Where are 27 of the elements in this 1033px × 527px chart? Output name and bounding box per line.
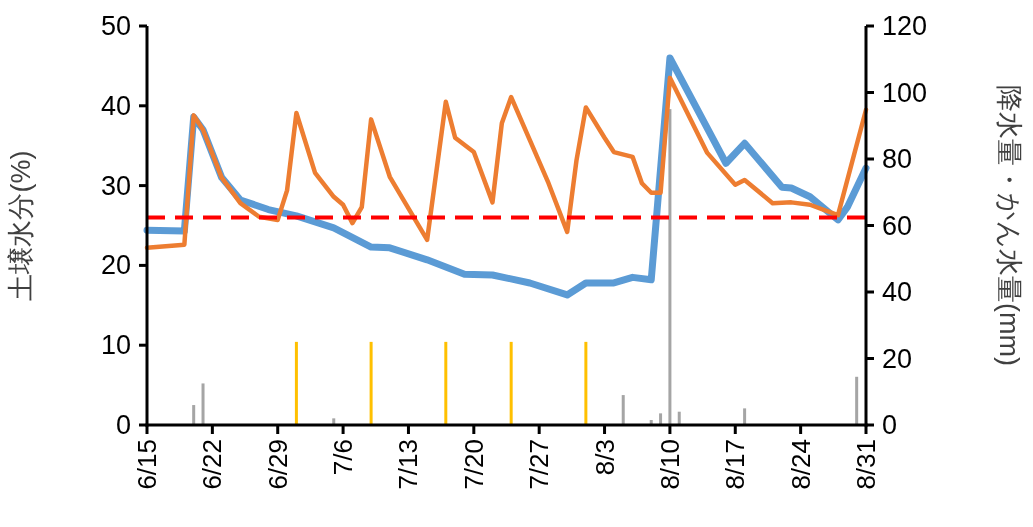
y2-tick-label: 80 <box>882 144 913 174</box>
x-tick-label: 7/13 <box>393 439 424 490</box>
y-tick-label: 0 <box>115 410 131 440</box>
y-tick-label: 40 <box>100 90 131 121</box>
x-tick-label: 6/22 <box>197 439 228 490</box>
x-tick-label: 7/27 <box>524 439 555 490</box>
x-tick-label: 7/20 <box>458 439 489 490</box>
y2-tick-label: 20 <box>882 343 913 374</box>
y2-tick-label: 0 <box>882 410 898 440</box>
y2-tick-label: 60 <box>882 210 913 241</box>
y-tick-label: 10 <box>100 330 131 361</box>
y2-axis-title: 降水量・かん水量(mm) <box>994 85 1024 366</box>
y-tick-label: 30 <box>100 170 131 201</box>
y-tick-label: 50 <box>100 11 131 41</box>
x-tick-label: 8/10 <box>654 439 685 490</box>
x-tick-label: 6/15 <box>132 439 162 490</box>
y2-tick-label: 100 <box>882 77 928 108</box>
x-tick-label: 6/29 <box>262 439 293 490</box>
y-axis-title: 土壌水分(%) <box>6 150 36 301</box>
y2-tick-label: 40 <box>882 277 913 307</box>
x-tick-label: 8/24 <box>785 439 816 490</box>
x-tick-label: 7/6 <box>328 439 359 476</box>
y-tick-label: 20 <box>100 250 131 281</box>
x-tick-label: 8/17 <box>720 439 751 490</box>
x-tick-label: 8/3 <box>589 439 620 476</box>
x-tick-label: 8/31 <box>851 439 881 490</box>
y2-tick-label: 120 <box>882 11 928 41</box>
